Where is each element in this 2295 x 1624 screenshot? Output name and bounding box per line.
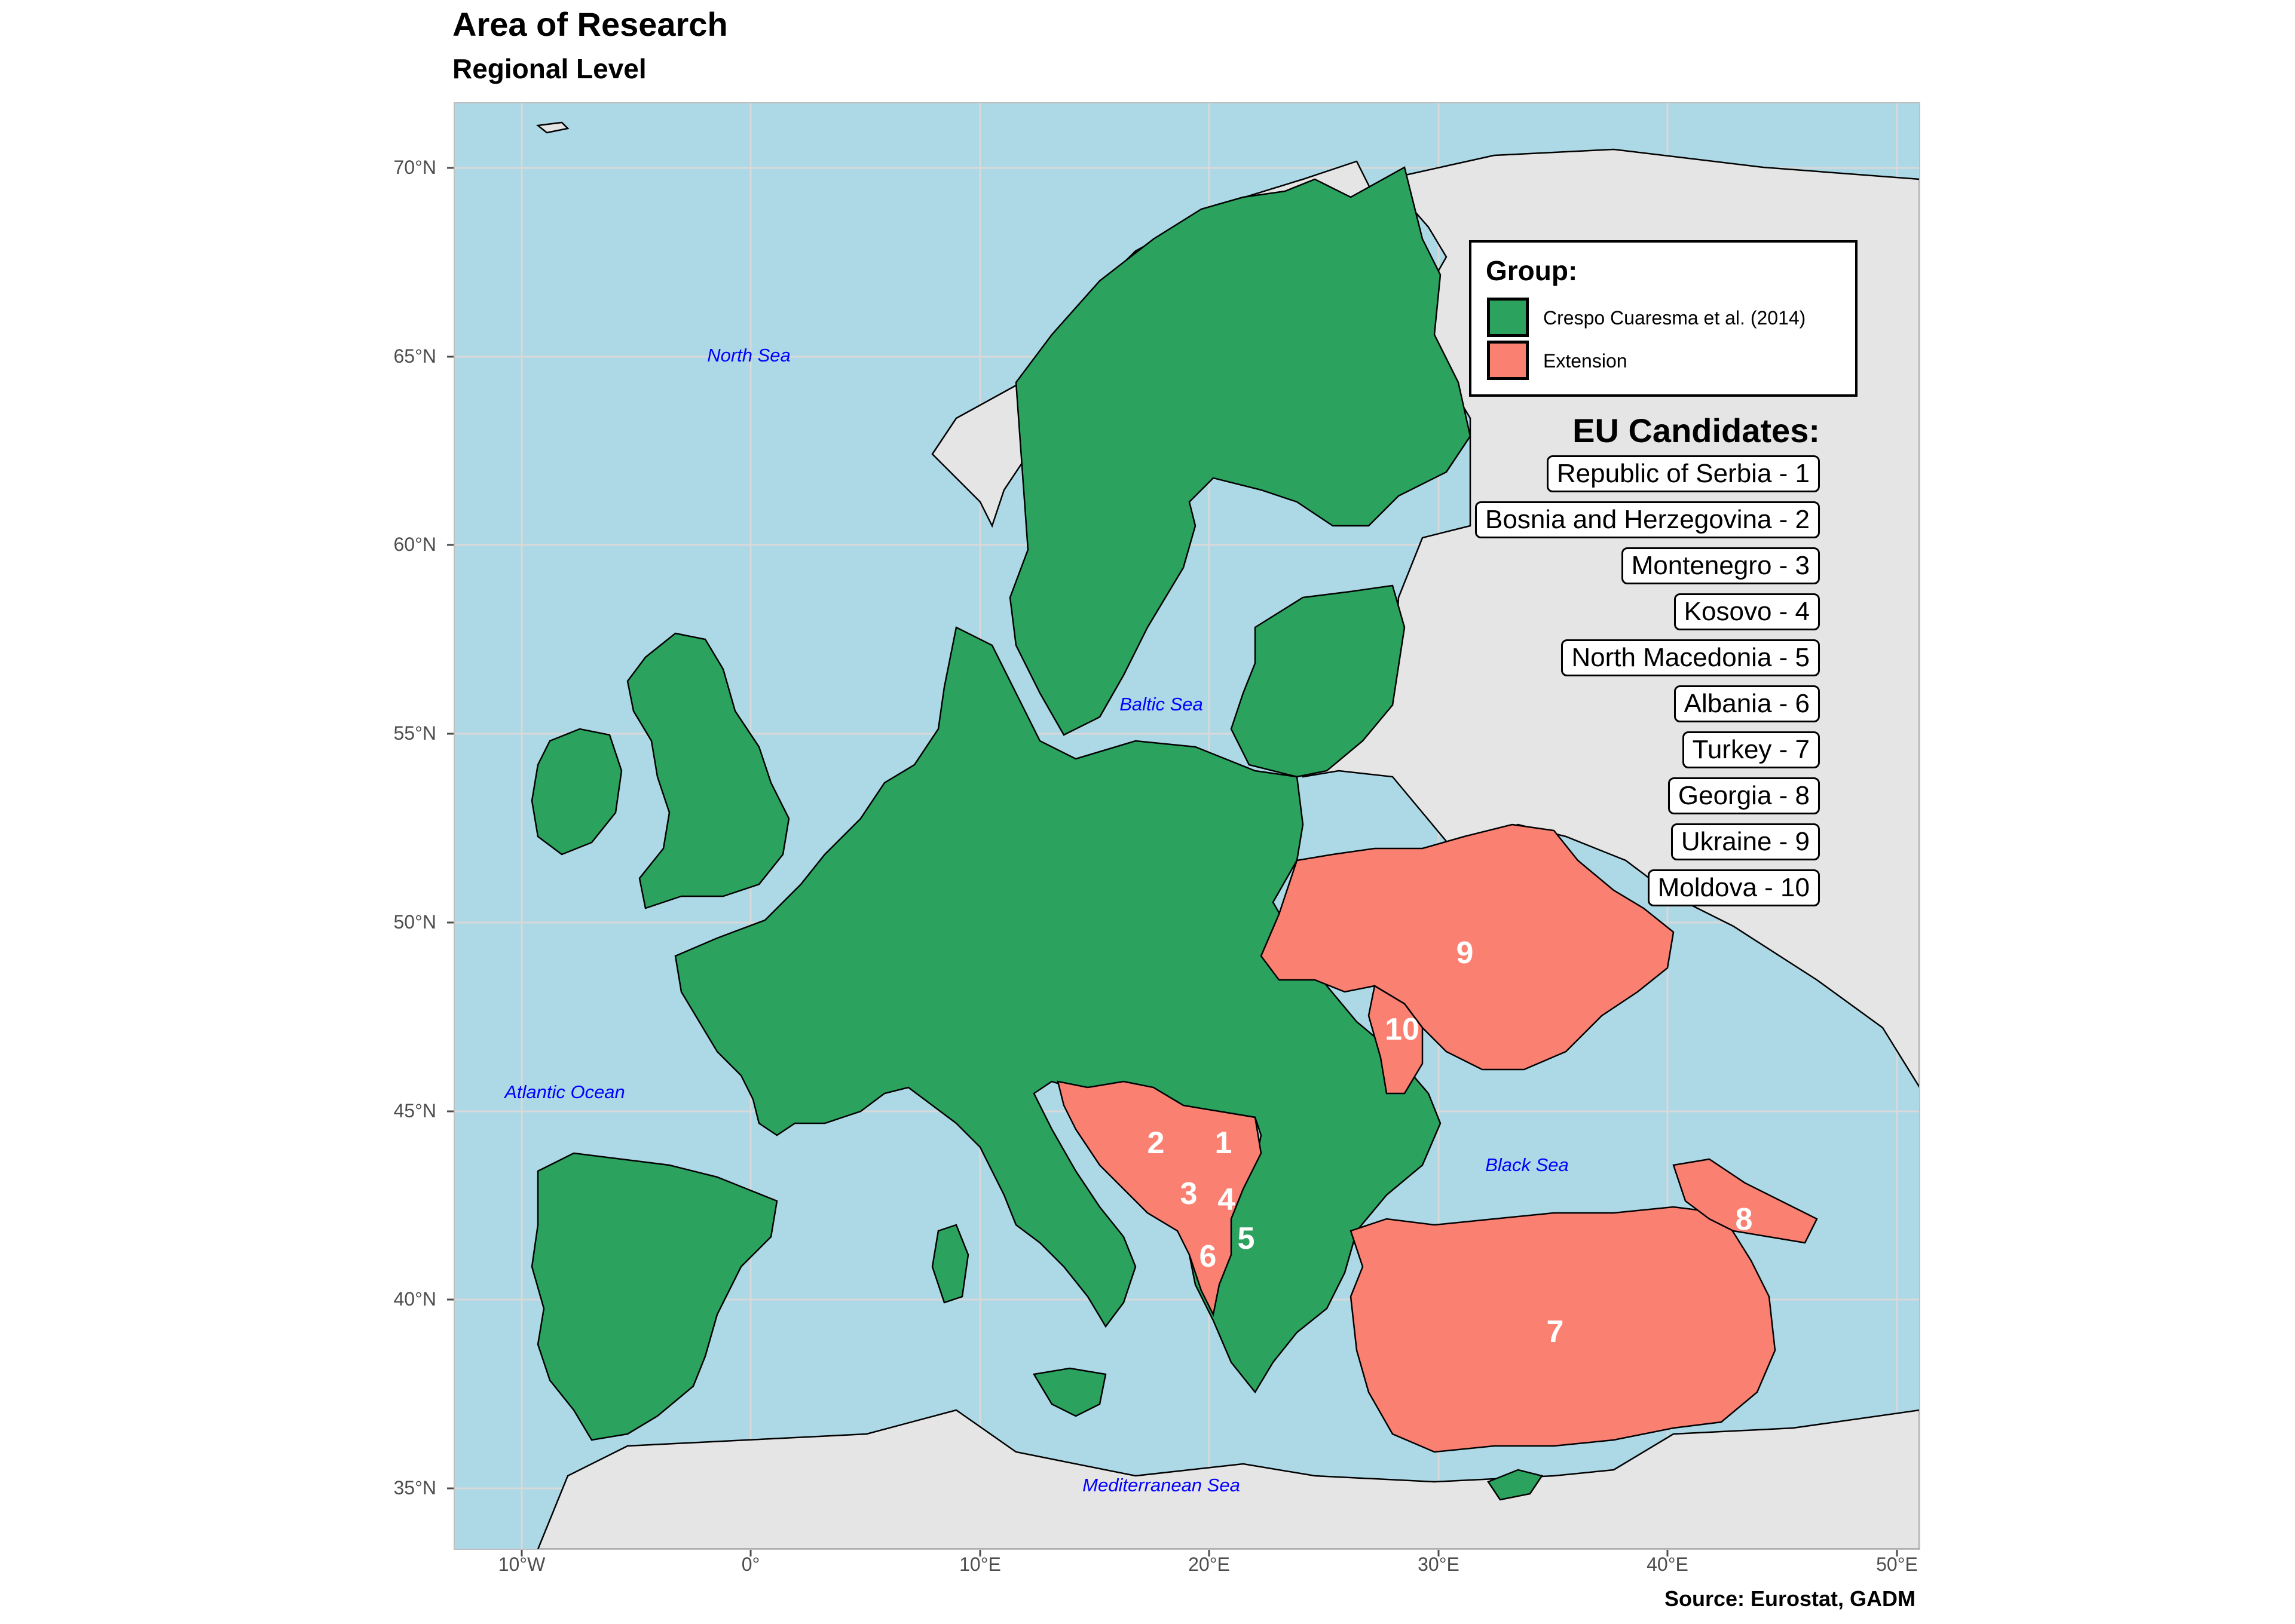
- map-number-1: 1: [1215, 1126, 1232, 1160]
- y-tick-label: 60°N: [393, 534, 437, 555]
- x-tick-label: 30°E: [1418, 1553, 1459, 1575]
- candidates-list: Republic of Serbia - 1 Bosnia and Herzeg…: [1475, 455, 1820, 915]
- y-tick-label: 70°N: [393, 157, 437, 178]
- map-number-7: 7: [1547, 1314, 1564, 1349]
- group-legend: Group: Crespo Cuaresma et al. (2014) Ext…: [1469, 240, 1858, 397]
- georgia-region: [1672, 1158, 1818, 1244]
- source-caption: Source: Eurostat, GADM: [1664, 1586, 1915, 1611]
- moldova-region: [1367, 985, 1424, 1095]
- axis-ticks: [447, 167, 1898, 1556]
- legend-label-original: Crespo Cuaresma et al. (2014): [1543, 307, 1806, 329]
- y-tick-label: 55°N: [393, 722, 437, 744]
- candidate-label: Ukraine - 9: [1670, 823, 1820, 860]
- sea-label-mediterranean-sea: Mediterranean Sea: [1082, 1475, 1240, 1496]
- legend-swatch-original: [1487, 298, 1529, 337]
- map-number-4: 4: [1218, 1182, 1235, 1217]
- map-number-3: 3: [1180, 1176, 1198, 1211]
- candidate-label: Moldova - 10: [1647, 869, 1820, 906]
- y-tick-label: 35°N: [393, 1477, 437, 1499]
- sea-label-baltic-sea: Baltic Sea: [1119, 694, 1203, 715]
- cyprus-region: [1487, 1469, 1544, 1501]
- western-balkans-region: [1057, 1080, 1262, 1317]
- iberia-region: [531, 1152, 778, 1441]
- map-number-2: 2: [1148, 1126, 1165, 1160]
- x-tick-label: 0°: [741, 1553, 760, 1575]
- sea-label-north-sea: North Sea: [707, 345, 791, 366]
- map-number-5: 5: [1238, 1221, 1255, 1256]
- candidate-label: North Macedonia - 5: [1561, 639, 1820, 676]
- sea-label-black-sea: Black Sea: [1485, 1154, 1569, 1175]
- turkey-region: [1350, 1206, 1776, 1453]
- sardinia-region: [931, 1224, 969, 1304]
- candidate-label: Albania - 6: [1673, 685, 1820, 722]
- group-original-regions: [531, 166, 1544, 1501]
- y-tick-label: 50°N: [393, 911, 437, 933]
- north-africa-land: [537, 1409, 1920, 1549]
- legend-label-extension: Extension: [1543, 350, 1627, 372]
- map-number-10: 10: [1385, 1012, 1419, 1047]
- y-tick-label: 40°N: [393, 1288, 437, 1310]
- fennoscandia-region: [1009, 166, 1471, 736]
- legend-swatch-extension: [1487, 341, 1529, 380]
- candidate-label: Georgia - 8: [1667, 777, 1820, 814]
- sea-label-atlantic-ocean: Atlantic Ocean: [503, 1081, 625, 1102]
- candidate-label: Republic of Serbia - 1: [1546, 455, 1820, 492]
- candidate-label: Bosnia and Herzegovina - 2: [1475, 501, 1820, 538]
- y-tick-label: 65°N: [393, 345, 437, 367]
- baltic-states-region: [1230, 584, 1406, 778]
- sicily-region: [1032, 1367, 1107, 1417]
- legend-title: Group:: [1486, 255, 1578, 286]
- x-tick-label: 40°E: [1647, 1553, 1688, 1575]
- candidate-label: Turkey - 7: [1682, 731, 1820, 768]
- chart-subtitle: Regional Level: [452, 53, 647, 84]
- panel-border: [454, 102, 1920, 1550]
- map-number-8: 8: [1736, 1202, 1753, 1237]
- map-number-6: 6: [1199, 1239, 1217, 1274]
- chart-title: Area of Research: [452, 5, 728, 43]
- ukraine-region: [1260, 823, 1675, 1071]
- group-extension-regions: [1057, 823, 1818, 1453]
- map-number-9: 9: [1456, 936, 1474, 970]
- x-tick-label: 10°E: [959, 1553, 1001, 1575]
- greenland-bit: [536, 121, 570, 134]
- candidates-title: EU Candidates:: [1572, 412, 1820, 449]
- uk-region: [626, 632, 790, 909]
- candidate-label: Kosovo - 4: [1673, 593, 1820, 630]
- x-tick-label: 50°E: [1876, 1553, 1918, 1575]
- candidate-label: Montenegro - 3: [1621, 547, 1820, 584]
- x-tick-label: 10°W: [498, 1553, 546, 1575]
- x-tick-label: 20°E: [1188, 1553, 1230, 1575]
- y-tick-label: 45°N: [393, 1100, 437, 1122]
- ireland-region: [531, 728, 623, 856]
- continental-europe-region: [674, 626, 1442, 1394]
